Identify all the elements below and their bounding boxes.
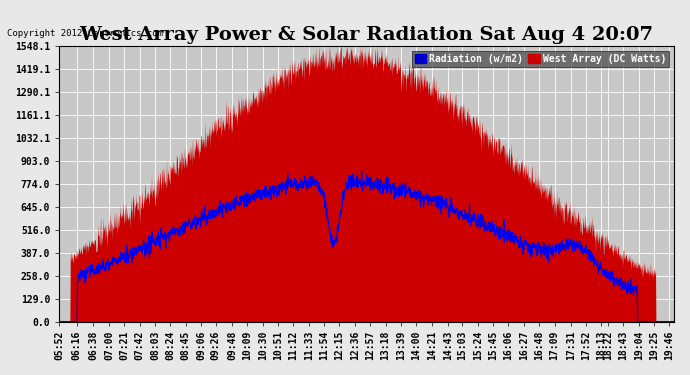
Text: Copyright 2012 Cartronics.com: Copyright 2012 Cartronics.com	[7, 28, 163, 38]
Legend: Radiation (w/m2), West Array (DC Watts): Radiation (w/m2), West Array (DC Watts)	[412, 51, 669, 66]
Title: West Array Power & Solar Radiation Sat Aug 4 20:07: West Array Power & Solar Radiation Sat A…	[79, 26, 653, 44]
